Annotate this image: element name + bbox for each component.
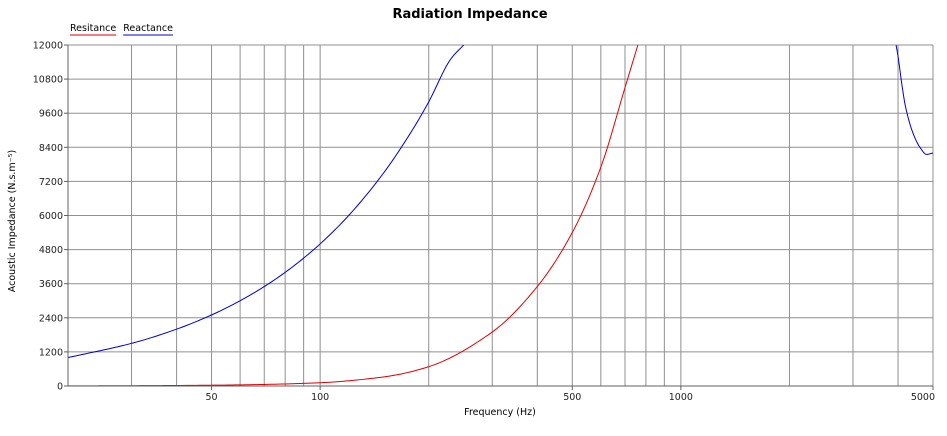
series-line (68, 45, 465, 359)
chart-title: Radiation Impedance (392, 7, 547, 22)
x-tick-label: 1000 (669, 392, 693, 403)
y-tick-label: 8400 (39, 143, 63, 154)
y-tick-label: 6000 (39, 211, 63, 222)
legend-label-resistance: Resitance (70, 23, 116, 34)
y-tick-label: 2400 (39, 313, 63, 324)
axes: 0 1200 2400 3600 4800 6000 7200 8400 9600 10800 12… (33, 41, 935, 404)
y-tick-label: 12000 (33, 41, 63, 52)
series-line (895, 45, 933, 155)
y-tick-label: 3600 (39, 279, 63, 290)
y-axis-label: Acoustic Impedance (N.s.m⁻⁵) (7, 150, 18, 292)
y-tick-label: 10800 (33, 75, 63, 86)
y-tick-label: 0 (57, 382, 63, 393)
x-tick-label: 100 (311, 392, 329, 403)
grid (67, 44, 934, 387)
x-tick-label: 5000 (911, 392, 935, 403)
legend-label-reactance: Reactance (123, 23, 173, 34)
y-tick-label: 4800 (39, 245, 63, 256)
y-tick-label: 1200 (39, 347, 63, 358)
x-tick-label: 500 (563, 392, 581, 403)
y-tick-label: 7200 (39, 177, 63, 188)
x-tick-label: 50 (206, 392, 218, 403)
legend: Resitance Reactance (70, 23, 173, 36)
x-axis-label: Frequency (Hz) (464, 407, 536, 418)
series-reactance (68, 45, 933, 359)
y-tick-label: 9600 (39, 109, 63, 120)
